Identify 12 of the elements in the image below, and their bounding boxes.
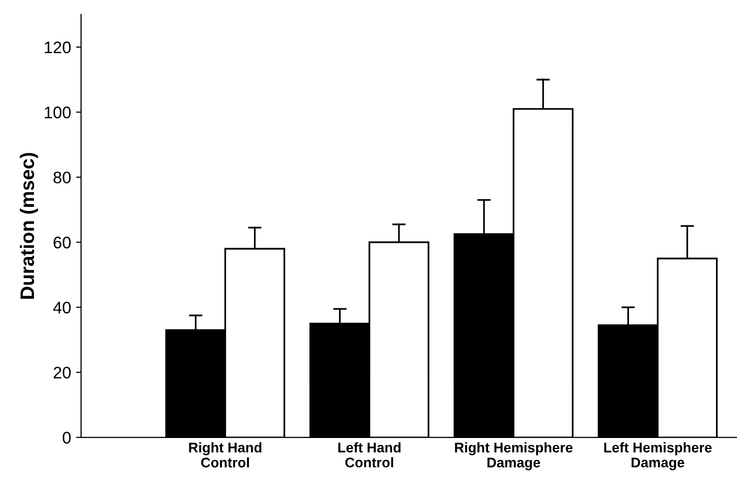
x-tick-label: Left Hand Control	[338, 442, 400, 468]
y-axis-title: Duration (msec)	[20, 152, 38, 299]
x-tick-label: Left Hemisphere Damage	[604, 442, 712, 470]
y-tick-label: 60	[54, 236, 71, 248]
y-tick-label: 100	[44, 106, 71, 118]
y-tick-label: 120	[44, 42, 71, 54]
y-tick-label: 80	[54, 172, 71, 184]
y-tick-label: 0	[62, 432, 71, 444]
y-tick-label: 20	[54, 366, 71, 379]
x-tick-label: Right Hemisphere Damage	[455, 442, 573, 470]
x-tick-label: Right Hand Control	[189, 442, 262, 468]
y-tick-label: 40	[53, 302, 71, 314]
